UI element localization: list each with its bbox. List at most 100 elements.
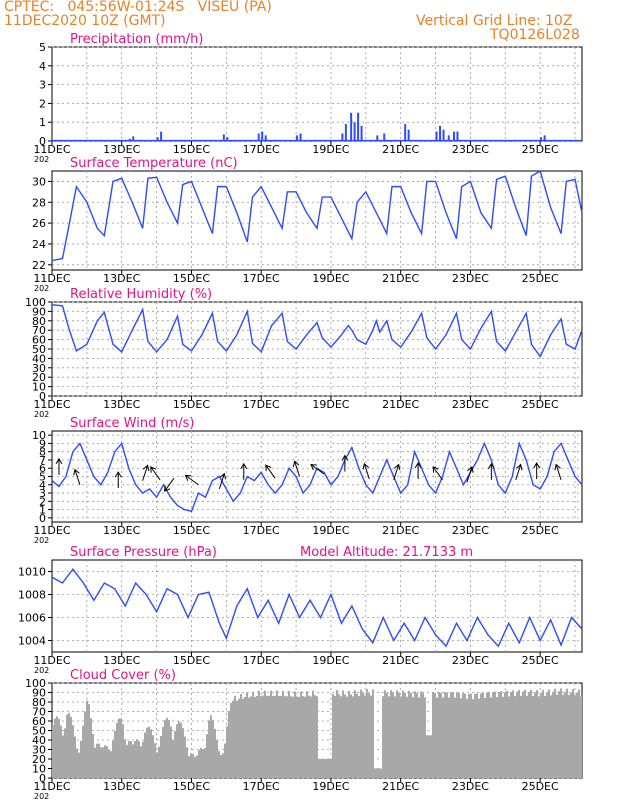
cloud-bar	[190, 753, 192, 778]
cloud-bar	[238, 698, 240, 778]
cloud-bar	[176, 724, 178, 778]
cloud-xtick-label: 25DEC	[522, 780, 559, 793]
cloud-bar	[256, 695, 258, 778]
cloud-bar	[350, 694, 352, 778]
cloud-ytick-label: 30	[32, 744, 46, 757]
wind-title: Surface Wind (m/s)	[70, 416, 194, 431]
temp-xtick-label: 17DEC	[243, 272, 280, 285]
cloud-bar	[64, 728, 66, 778]
cloud-bar	[310, 696, 312, 778]
precip-ytick-label: 0	[39, 135, 46, 148]
pres-xtick-label: 19DEC	[312, 654, 349, 667]
precip-bar	[226, 137, 229, 141]
rh-ytick-label: 40	[32, 352, 46, 365]
wind-xtick-label: 25DEC	[522, 524, 559, 537]
rh-xtick-label: 15DEC	[173, 398, 210, 411]
cloud-bar	[98, 743, 100, 778]
temp-ytick-label: 28	[32, 196, 46, 209]
precip-ytick-label: 3	[39, 79, 46, 92]
cloud-bar	[558, 691, 560, 778]
cloud-bar	[76, 748, 78, 778]
cloud-bar	[168, 719, 170, 778]
cloud-bar	[188, 756, 190, 778]
wind-xtick-label: 11DEC	[33, 524, 70, 537]
cloud-bar	[174, 731, 176, 778]
cloud-bar	[506, 690, 508, 778]
cloud-bar	[114, 730, 116, 778]
wind-ytick-label: 9	[39, 437, 46, 450]
precip-bar	[299, 133, 302, 141]
cloud-bar	[74, 736, 76, 778]
precip-title: Precipitation (mm/h)	[70, 32, 203, 47]
wind-arrow-shaft	[555, 464, 562, 480]
cloud-bar	[456, 692, 458, 778]
cloud-bar	[580, 696, 582, 778]
wind-ytick-label: 3	[39, 487, 46, 500]
cloud-xtick-label: 23DEC	[452, 780, 489, 793]
cloud-bar	[214, 728, 216, 778]
precip-bar	[156, 137, 159, 141]
cloud-bar	[566, 688, 568, 778]
rh-xtick-label: 11DEC	[33, 398, 70, 411]
cloud-bar	[386, 692, 388, 778]
cloud-bar	[288, 691, 290, 778]
wind-arrow-shaft	[74, 469, 81, 485]
wind-arrow-head	[554, 463, 561, 471]
cloud-bar	[344, 694, 346, 778]
cloud-bar	[440, 692, 442, 778]
cloud-bar	[156, 752, 158, 778]
cloud-bar	[540, 692, 542, 778]
rh-ytick-label: 10	[32, 381, 46, 394]
cloud-bar	[186, 747, 188, 778]
wind-arrow-shaft	[393, 464, 400, 480]
cloud-bar	[326, 759, 328, 778]
temp-xtick-label: 13DEC	[103, 272, 140, 285]
cloud-bar	[520, 695, 522, 778]
cloud-bar	[556, 694, 558, 778]
cloud-bar	[202, 749, 204, 778]
cloud-bar	[264, 690, 266, 778]
wind-arrow-head	[432, 466, 439, 473]
cloud-bar	[208, 720, 210, 778]
temp-year-stub: 202	[34, 284, 49, 293]
rh-ytick-label: 100	[25, 296, 46, 309]
precip-bar	[439, 125, 442, 141]
cloud-bar	[338, 694, 340, 778]
pres-series-line	[51, 568, 583, 648]
cloud-bar	[392, 692, 394, 778]
cloud-bar	[180, 722, 182, 778]
cloud-bar	[312, 690, 314, 778]
wind-arrow-head	[362, 462, 370, 470]
cloud-bar	[158, 746, 160, 778]
cloud-bar	[204, 747, 206, 778]
wind-xtick-label: 23DEC	[452, 524, 489, 537]
cloud-bar	[548, 689, 550, 778]
cloud-bar	[104, 745, 106, 778]
cloud-bar	[404, 692, 406, 778]
cloud-bar	[448, 697, 450, 778]
cloud-bar	[364, 695, 366, 778]
wind-arrow-head	[55, 457, 63, 465]
cloud-bar	[164, 720, 166, 778]
cloud-bar	[192, 753, 194, 778]
wind-arrow-shaft	[265, 464, 276, 479]
cloud-bar	[468, 693, 470, 778]
cloud-bar	[316, 696, 318, 778]
precip-bar	[442, 129, 445, 141]
cloud-bar	[54, 718, 56, 778]
cloud-bar	[318, 759, 320, 778]
cloud-bar	[352, 696, 354, 778]
cloud-bar	[470, 694, 472, 778]
cloud-bar	[514, 696, 516, 778]
cloud-bar	[270, 690, 272, 778]
cloud-title: Cloud Cover (%)	[70, 668, 176, 683]
cloud-bar	[280, 695, 282, 778]
wind-ytick-label: 5	[39, 471, 46, 484]
cloud-bar	[380, 768, 382, 778]
cloud-bar	[354, 690, 356, 778]
cloud-bar	[522, 691, 524, 778]
cloud-bar	[58, 718, 60, 778]
cloud-bar	[110, 751, 112, 778]
cloud-bar	[488, 691, 490, 778]
cloud-bar	[122, 724, 124, 778]
